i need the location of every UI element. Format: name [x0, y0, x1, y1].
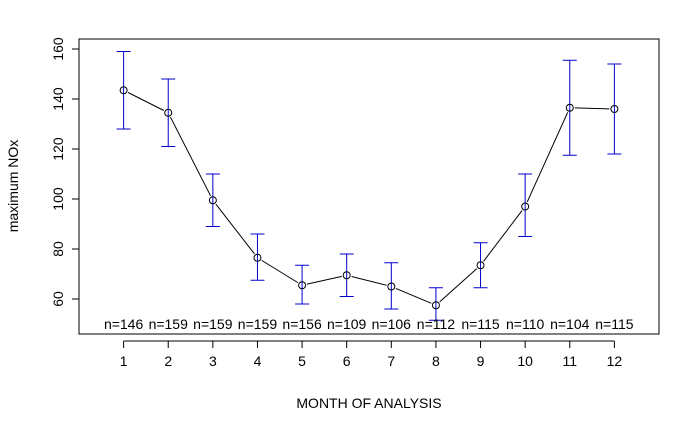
sample-size-label: n=156 — [282, 316, 322, 332]
line-segment — [574, 107, 610, 110]
data-point — [476, 261, 485, 270]
y-tick-label: 80 — [50, 241, 66, 257]
y-axis-label: maximum NOx — [5, 140, 21, 233]
data-point — [431, 301, 440, 310]
line-segment — [261, 259, 299, 284]
sample-size-label: n=106 — [372, 316, 412, 332]
x-tick-label: 11 — [562, 353, 577, 369]
sample-size-label: n=159 — [238, 316, 278, 332]
line-segment — [439, 268, 478, 303]
data-point — [298, 281, 307, 290]
data-point — [253, 253, 262, 262]
error-bar — [384, 262, 399, 310]
data-point — [565, 103, 574, 112]
x-tick-label: 4 — [254, 353, 262, 369]
data-point — [387, 282, 396, 291]
line-segment — [526, 112, 569, 203]
error-bar — [562, 59, 577, 156]
data-point — [119, 86, 128, 95]
x-tick-label: 8 — [432, 353, 440, 369]
sample-size-label: n=109 — [327, 316, 367, 332]
line-segment — [127, 92, 164, 111]
error-bar — [473, 242, 488, 289]
error-bar — [518, 173, 533, 237]
line-segment — [483, 210, 523, 262]
error-bar — [428, 287, 443, 321]
data-point — [164, 108, 173, 117]
line-segment — [215, 203, 255, 255]
x-tick-label: 10 — [517, 353, 533, 369]
sample-size-label: n=159 — [193, 316, 233, 332]
y-axis: 60 80 100 120 140 160 — [50, 37, 80, 307]
x-tick-label: 3 — [209, 353, 217, 369]
x-axis-label: MONTH OF ANALYSIS — [296, 395, 441, 411]
sample-size-label: n=115 — [461, 316, 499, 332]
plot-frame — [78, 38, 660, 335]
data-point — [342, 271, 351, 280]
sample-size-label: n=104 — [550, 316, 590, 332]
x-tick-label: 12 — [607, 353, 623, 369]
error-bar — [295, 264, 310, 305]
error-bar — [161, 78, 176, 147]
error-bar — [116, 51, 131, 130]
data-points — [119, 86, 619, 310]
x-tick-label: 9 — [477, 353, 485, 369]
line-segment — [395, 287, 432, 304]
line-segment — [170, 116, 212, 197]
data-point — [610, 105, 619, 113]
y-tick-label: 160 — [50, 37, 66, 61]
data-point — [208, 196, 217, 205]
sample-size-label: n=159 — [149, 316, 189, 332]
data-point — [521, 202, 530, 211]
sample-size-label: n=115 — [595, 316, 633, 332]
y-tick-label: 60 — [50, 291, 66, 307]
y-tick-label: 120 — [50, 137, 66, 161]
error-bar — [607, 63, 622, 155]
error-bar — [339, 253, 354, 297]
x-tick-label: 5 — [298, 353, 306, 369]
line-segment — [306, 275, 342, 285]
error-bar — [250, 233, 265, 281]
x-tick-label: 1 — [120, 353, 128, 369]
sample-size-label: n=110 — [506, 316, 544, 332]
error-bar — [205, 173, 220, 227]
x-axis: 1 2 3 4 5 6 7 8 9 10 11 12 — [120, 340, 623, 369]
sample-size-label: n=146 — [104, 316, 144, 332]
x-tick-label: 2 — [164, 353, 172, 369]
error-bars — [116, 51, 622, 321]
y-tick-label: 140 — [50, 87, 66, 111]
x-tick-label: 7 — [387, 353, 395, 369]
x-tick-label: 6 — [343, 353, 351, 369]
line-segment — [351, 275, 387, 286]
y-tick-label: 100 — [50, 187, 66, 211]
sample-size-label: n=112 — [417, 316, 455, 332]
sample-size-labels: n=146 n=159 n=159 n=159 n=156 n=109 n=106 n=112… — [104, 316, 634, 332]
series-line — [127, 92, 610, 304]
